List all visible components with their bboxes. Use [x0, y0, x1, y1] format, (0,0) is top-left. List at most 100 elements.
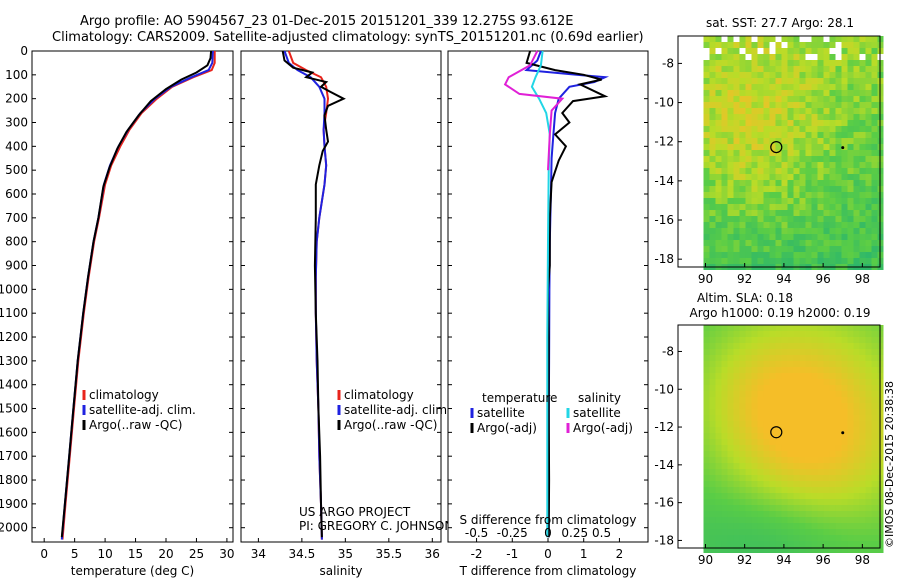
map-cell	[733, 234, 740, 240]
map-cell	[703, 427, 710, 433]
map-cell	[847, 349, 854, 355]
map-cell	[769, 42, 776, 48]
map-cell	[805, 246, 812, 252]
map-cell	[721, 361, 728, 367]
map-cell	[727, 457, 734, 463]
map-cell	[847, 234, 854, 240]
map-cell	[847, 96, 854, 102]
map-cell	[727, 379, 734, 385]
map-cell	[751, 511, 758, 517]
map-cell	[805, 174, 812, 180]
map-cell	[745, 186, 752, 192]
map-cell	[757, 84, 764, 90]
map-cell	[787, 138, 794, 144]
map-cell	[829, 523, 836, 529]
map-cell	[769, 252, 776, 258]
map-cell	[739, 138, 746, 144]
map-cell	[703, 192, 710, 198]
map-cell	[769, 258, 776, 264]
map-cell	[799, 216, 806, 222]
map-cell	[805, 120, 812, 126]
map-cell	[715, 505, 722, 511]
map-cell	[817, 96, 824, 102]
map-cell	[763, 210, 770, 216]
map-cell	[853, 252, 860, 258]
map-cell	[811, 144, 818, 150]
map-cell	[709, 72, 716, 78]
map-cell	[739, 252, 746, 258]
map-cell	[793, 367, 800, 373]
map-cell	[811, 379, 818, 385]
map-cell	[787, 114, 794, 120]
map-cell	[757, 463, 764, 469]
map-cell	[757, 523, 764, 529]
map-cell	[703, 132, 710, 138]
map-cell	[805, 204, 812, 210]
map-cell	[745, 325, 752, 331]
map-cell	[859, 252, 866, 258]
map-cell	[811, 156, 818, 162]
map-cell	[865, 445, 872, 451]
map-cell	[829, 355, 836, 361]
map-cell	[859, 120, 866, 126]
map-cell	[817, 337, 824, 343]
map-cell	[757, 391, 764, 397]
map-cell	[793, 373, 800, 379]
map-cell	[769, 216, 776, 222]
map-cell	[739, 511, 746, 517]
map-cell	[709, 505, 716, 511]
map-cell	[811, 493, 818, 499]
map-cell	[745, 439, 752, 445]
map-cell	[787, 403, 794, 409]
map-cell	[793, 523, 800, 529]
map-cell	[769, 84, 776, 90]
map-cell	[763, 439, 770, 445]
map-cell	[847, 42, 854, 48]
map-cell	[703, 379, 710, 385]
map-cell	[757, 78, 764, 84]
map-cell	[859, 421, 866, 427]
map-cell	[769, 511, 776, 517]
map-cell	[787, 415, 794, 421]
map-cell	[775, 523, 782, 529]
map-cell	[805, 78, 812, 84]
map-cell	[799, 379, 806, 385]
map-cell	[769, 457, 776, 463]
map-cell	[859, 361, 866, 367]
map-cell	[727, 150, 734, 156]
map-cell	[763, 138, 770, 144]
map-cell	[853, 234, 860, 240]
map-cell	[727, 84, 734, 90]
map-cell	[733, 138, 740, 144]
map-cell	[793, 409, 800, 415]
map-cell	[853, 445, 860, 451]
map-cell	[859, 499, 866, 505]
map-cell	[847, 511, 854, 517]
map-cell	[817, 66, 824, 72]
map-cell	[715, 409, 722, 415]
map-cell	[859, 529, 866, 535]
map-cell	[865, 138, 872, 144]
figure-title-line1: Argo profile: AO 5904567_23 01-Dec-2015 …	[80, 14, 574, 29]
map-cell	[751, 192, 758, 198]
map-cell	[841, 192, 848, 198]
map-cell	[799, 228, 806, 234]
map-cell	[757, 132, 764, 138]
map-cell	[805, 240, 812, 246]
map-cell	[829, 198, 836, 204]
map-cell	[871, 234, 878, 240]
map-cell	[805, 216, 812, 222]
map-cell	[727, 397, 734, 403]
map-cell	[835, 138, 842, 144]
map-cell	[775, 210, 782, 216]
map-cell	[805, 228, 812, 234]
map-cell	[709, 36, 716, 42]
map-cell	[859, 174, 866, 180]
map-cell	[721, 451, 728, 457]
map-cell	[757, 379, 764, 385]
map-cell	[841, 337, 848, 343]
map-cell	[805, 96, 812, 102]
map-cell	[817, 343, 824, 349]
map-cell	[793, 180, 800, 186]
map-cell	[853, 457, 860, 463]
